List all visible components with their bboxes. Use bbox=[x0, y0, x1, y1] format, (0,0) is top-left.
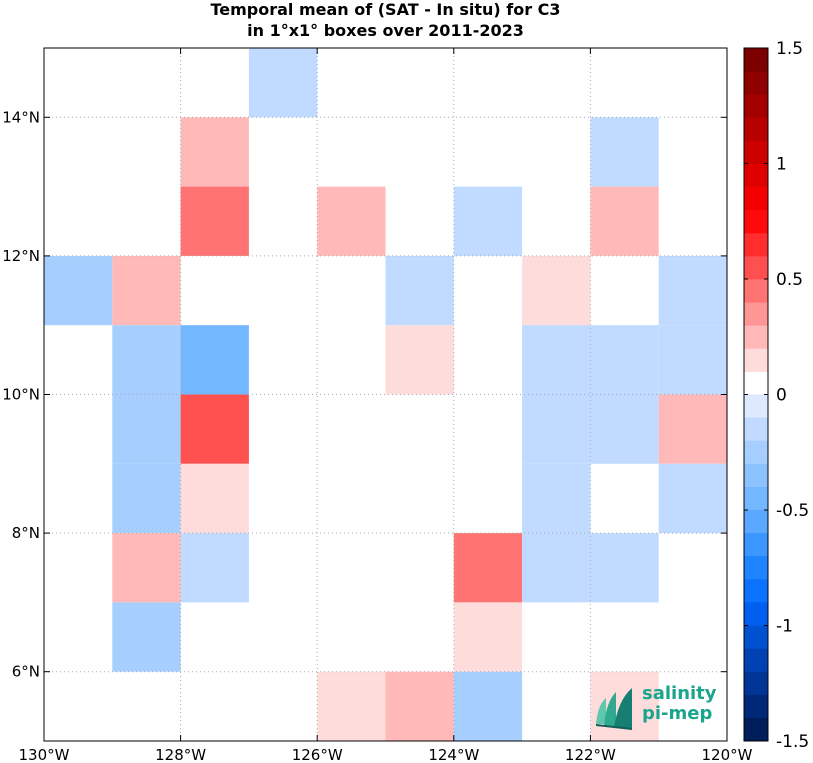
colorbar-segment bbox=[744, 140, 768, 164]
heatmap-cell bbox=[112, 533, 181, 603]
colorbar-segment bbox=[744, 648, 768, 673]
y-tick-label: 6°N bbox=[12, 663, 40, 681]
heatmap-cell bbox=[453, 671, 523, 741]
colorbar-tick-label: 1.5 bbox=[776, 39, 803, 59]
colorbar-segment bbox=[744, 325, 768, 349]
heatmap-cell bbox=[317, 671, 386, 741]
heatmap-cell bbox=[180, 463, 249, 534]
y-tick-label: 12°N bbox=[2, 247, 40, 265]
colorbar-segment bbox=[744, 186, 768, 211]
heatmap-cell bbox=[658, 394, 727, 464]
colorbar-segment bbox=[744, 671, 768, 696]
colorbar-segment bbox=[744, 717, 768, 742]
heatmap-cell bbox=[453, 533, 523, 603]
colorbar-segment bbox=[744, 279, 768, 303]
heatmap-cell bbox=[590, 325, 659, 395]
colorbar-segment bbox=[744, 71, 768, 95]
colorbar-segment bbox=[744, 94, 768, 118]
heatmap-cell bbox=[180, 533, 249, 603]
colorbar-segment bbox=[744, 533, 768, 557]
colorbar-segment bbox=[744, 302, 768, 326]
colorbar-tick-label: -1 bbox=[776, 617, 793, 637]
heatmap-cell bbox=[112, 255, 181, 326]
x-tick-label: 130°W bbox=[19, 746, 70, 763]
colorbar-segment bbox=[744, 510, 768, 534]
heatmap-cell bbox=[590, 117, 659, 187]
colorbar-segment bbox=[744, 163, 768, 188]
chart-subtitle: in 1°x1° boxes over 2011-2023 bbox=[247, 21, 524, 40]
heatmap-cell bbox=[44, 255, 113, 326]
colorbar-segment bbox=[744, 209, 768, 234]
logo-wave-icon bbox=[596, 688, 632, 730]
heatmap-cell bbox=[180, 117, 249, 187]
heatmap-cell bbox=[112, 325, 181, 395]
y-tick-label: 8°N bbox=[12, 524, 40, 542]
colorbar-tick-label: -0.5 bbox=[776, 501, 809, 521]
colorbar-segment bbox=[744, 117, 768, 141]
colorbar-segment bbox=[744, 417, 768, 442]
colorbar-segment bbox=[744, 255, 768, 280]
heatmap-cell bbox=[590, 394, 659, 464]
heatmap-cell bbox=[522, 325, 591, 395]
heatmap-cell bbox=[112, 394, 181, 464]
colorbar-tick-label: 1 bbox=[776, 155, 787, 175]
heatmap-cell bbox=[453, 186, 523, 256]
x-tick-label: 122°W bbox=[565, 746, 616, 763]
heatmap-cell bbox=[180, 394, 249, 464]
heatmap-cell bbox=[112, 463, 181, 534]
x-tick-label: 124°W bbox=[428, 746, 479, 763]
x-tick-label: 128°W bbox=[155, 746, 206, 763]
heatmap-cell bbox=[385, 325, 454, 395]
colorbar-segment bbox=[744, 440, 768, 465]
colorbar-segment bbox=[744, 48, 768, 72]
y-tick-label: 14°N bbox=[2, 108, 40, 126]
colorbar-segment bbox=[744, 394, 768, 419]
colorbar-segment bbox=[744, 348, 768, 372]
heatmap-cell bbox=[180, 186, 249, 256]
heatmap-cell bbox=[522, 394, 591, 464]
heatmap-cell bbox=[522, 255, 591, 326]
chart-title: Temporal mean of (SAT - In situ) for C3 bbox=[210, 0, 561, 19]
heatmap-cell bbox=[522, 533, 591, 603]
heatmap-cell bbox=[248, 48, 318, 118]
heatmap-cell bbox=[590, 186, 659, 256]
heatmap-cell bbox=[385, 255, 454, 326]
heatmap-cell bbox=[658, 325, 727, 395]
heatmap-cell bbox=[385, 671, 454, 741]
salinity-pimep-logo: salinity pi-mep bbox=[592, 682, 722, 730]
heatmap-cell bbox=[112, 602, 181, 672]
logo-text-pimep: pi-mep bbox=[642, 703, 713, 724]
colorbar-segment bbox=[744, 486, 768, 511]
colorbar-segment bbox=[744, 579, 768, 603]
colorbar-tick-label: 0 bbox=[776, 386, 787, 406]
heatmap-cell bbox=[590, 533, 659, 603]
heatmap-cell bbox=[522, 463, 591, 534]
colorbar-segment bbox=[744, 602, 768, 626]
heatmap-cell bbox=[453, 602, 523, 672]
x-tick-label: 120°W bbox=[702, 746, 753, 763]
x-tick-label: 126°W bbox=[292, 746, 343, 763]
heatmap-cell bbox=[180, 325, 249, 395]
colorbar-tick-label: -1.5 bbox=[776, 732, 809, 752]
heatmap-cell bbox=[317, 186, 386, 256]
colorbar-segment bbox=[744, 463, 768, 488]
colorbar-segment bbox=[744, 694, 768, 719]
y-tick-label: 10°N bbox=[2, 386, 40, 404]
colorbar-segment bbox=[744, 371, 768, 395]
heatmap-cell bbox=[658, 255, 727, 326]
colorbar-segment bbox=[744, 556, 768, 580]
colorbar-segment bbox=[744, 625, 768, 650]
colorbar-segment bbox=[744, 232, 768, 257]
colorbar-tick-label: 0.5 bbox=[776, 270, 803, 290]
logo-text-salinity: salinity bbox=[642, 683, 717, 704]
heatmap-cell bbox=[658, 463, 727, 534]
